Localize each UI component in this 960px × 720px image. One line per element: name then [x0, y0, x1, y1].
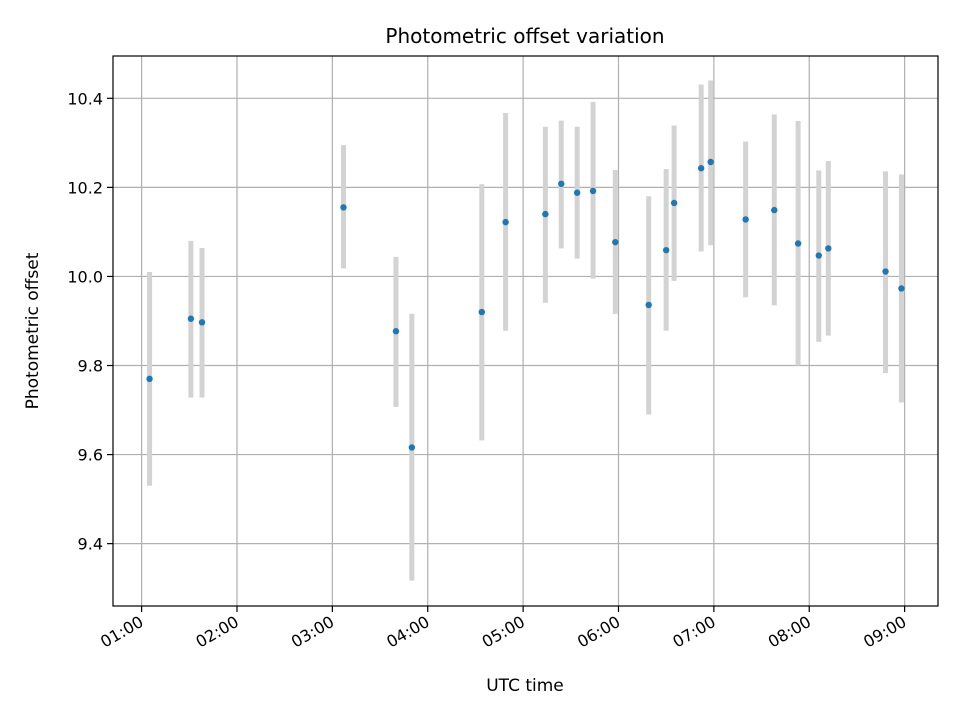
plot-frame	[112, 55, 939, 607]
data-point	[502, 218, 509, 226]
data-point	[662, 246, 670, 254]
point-layer	[146, 158, 905, 451]
y-tick-label: 10.2	[67, 178, 103, 197]
data-point	[670, 199, 678, 207]
y-tick-label: 9.8	[78, 357, 103, 376]
x-tick-label: 01:00	[97, 612, 146, 652]
data-point	[742, 216, 749, 223]
data-point	[589, 187, 597, 195]
y-tick-label: 10.4	[67, 89, 103, 108]
data-point	[573, 189, 581, 196]
data-point	[340, 204, 347, 211]
data-point	[187, 315, 195, 322]
x-axis: 01:00 02:00 03:00 04:00 05:00 06:00 07:00 08:00…	[97, 606, 910, 652]
data-point	[882, 268, 889, 275]
data-point	[146, 375, 153, 383]
y-axis: 9.4 9.6 9.8 10.0 10.2 10.4	[67, 89, 113, 554]
data-point	[542, 210, 549, 218]
x-tick-label: 06:00	[574, 612, 623, 652]
data-point	[697, 165, 705, 172]
x-tick-label: 07:00	[669, 612, 718, 652]
x-tick-label: 03:00	[288, 612, 337, 652]
data-point	[408, 444, 416, 451]
data-point	[815, 252, 822, 259]
x-axis-label: UTC time	[486, 676, 564, 696]
chart-title: Photometric offset variation	[385, 24, 664, 48]
x-tick-label: 05:00	[479, 612, 528, 652]
x-tick-label: 08:00	[765, 612, 814, 652]
y-tick-label: 10.0	[67, 267, 103, 286]
data-point	[558, 180, 565, 188]
data-point	[707, 158, 714, 166]
data-point	[771, 206, 778, 214]
errorbar-layer	[147, 80, 904, 581]
data-point	[794, 240, 802, 247]
data-point	[392, 328, 400, 335]
y-axis-label: Photometric offset	[23, 252, 43, 409]
data-point	[825, 245, 832, 252]
data-point	[898, 285, 905, 292]
data-point	[612, 238, 619, 246]
x-tick-label: 04:00	[383, 612, 432, 652]
data-point	[645, 301, 652, 309]
y-tick-label: 9.6	[78, 446, 103, 465]
y-tick-label: 9.4	[78, 535, 103, 554]
grid-layer	[113, 56, 938, 606]
data-point	[198, 319, 206, 326]
data-point	[478, 308, 485, 316]
x-tick-label: 09:00	[860, 612, 909, 652]
x-tick-label: 02:00	[193, 612, 242, 652]
